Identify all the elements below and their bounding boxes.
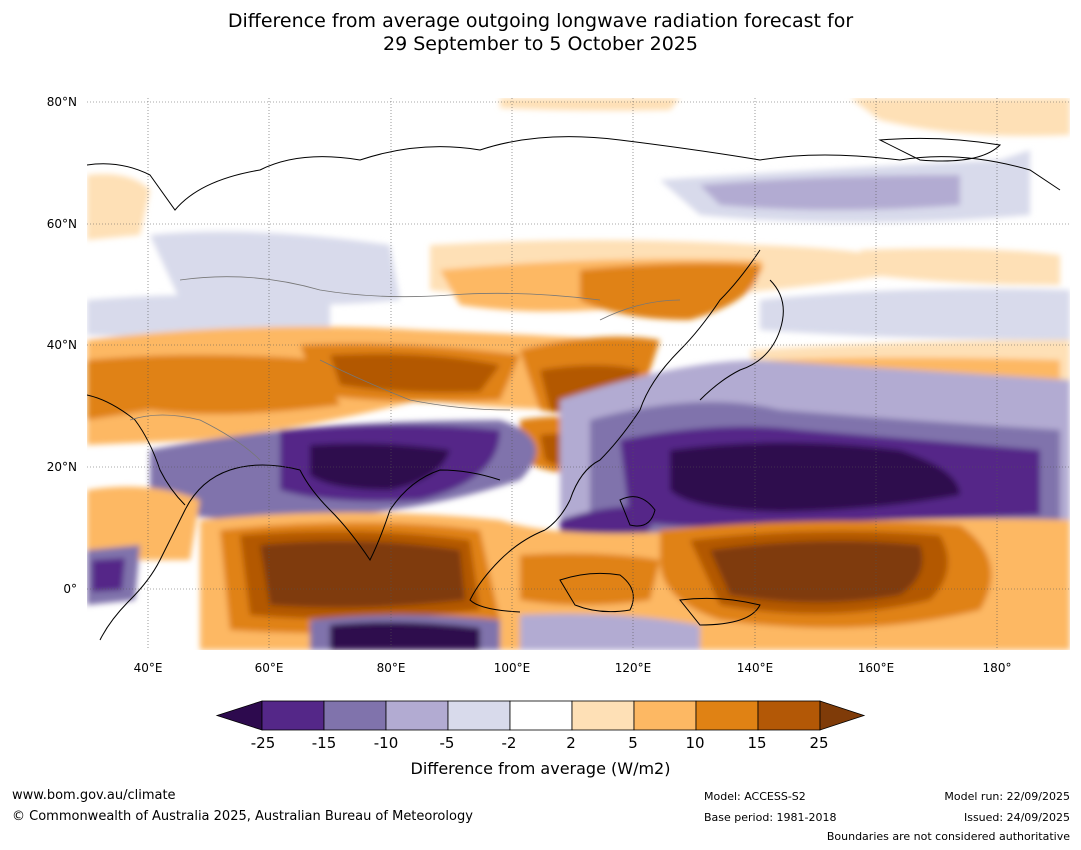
- colorbar: [215, 700, 866, 731]
- model-run-text: Model run: 22/09/2025: [944, 790, 1070, 803]
- lat-label-40n: 40°N: [46, 338, 77, 352]
- colorbar-tick: -5: [439, 734, 455, 752]
- model-text: Model: ACCESS-S2: [704, 790, 806, 803]
- lon-label-80e: 80°E: [376, 661, 406, 675]
- colorbar-tick: 25: [809, 734, 829, 752]
- colorbar-extend-min: [215, 700, 263, 731]
- issued-text: Issued: 24/09/2025: [963, 811, 1070, 824]
- colorbar-tick: -10: [373, 734, 399, 752]
- colorbar-tick: -15: [311, 734, 337, 752]
- title-line-1: Difference from average outgoing longwav…: [227, 10, 854, 32]
- lon-label-120e: 120°E: [614, 661, 652, 675]
- lat-label-0: 0°: [63, 582, 77, 596]
- lon-label-160e: 160°E: [857, 661, 895, 675]
- colorbar-swatch: [323, 700, 387, 731]
- colorbar-swatch: [695, 700, 759, 731]
- colorbar-swatch: [633, 700, 697, 731]
- colorbar-extend-max: [819, 700, 866, 731]
- olr-anomaly-field: [87, 98, 1070, 650]
- lon-label-100e: 100°E: [493, 661, 531, 675]
- colorbar-tick: -25: [250, 734, 276, 752]
- title-line-2: 29 September to 5 October 2025: [383, 33, 698, 55]
- lon-label-180: 180°: [982, 661, 1012, 675]
- colorbar-tick: -2: [501, 734, 517, 752]
- colorbar-swatch: [385, 700, 449, 731]
- lat-label-80n: 80°N: [46, 95, 77, 109]
- copyright-text: © Commonwealth of Australia 2025, Austra…: [12, 809, 473, 824]
- country-borders: [129, 276, 681, 461]
- colorbar-swatch: [571, 700, 635, 731]
- base-period-text: Base period: 1981-2018: [704, 811, 837, 824]
- colorbar-swatch: [509, 700, 573, 731]
- lat-label-20n: 20°N: [46, 460, 77, 474]
- gridlines: [87, 98, 1070, 650]
- lon-label-60e: 60°E: [254, 661, 284, 675]
- colorbar-swatch: [447, 700, 511, 731]
- colorbar-tick: 10: [685, 734, 705, 752]
- disclaimer-text: Boundaries are not considered authoritat…: [826, 830, 1070, 843]
- lat-label-60n: 60°N: [46, 217, 77, 231]
- chart-title: Difference from average outgoing longwav…: [0, 10, 1081, 56]
- colorbar-swatch: [757, 700, 821, 731]
- lon-label-140e: 140°E: [736, 661, 774, 675]
- colorbar-label: Difference from average (W/m2): [410, 759, 671, 778]
- lon-label-40e: 40°E: [133, 661, 163, 675]
- website-link[interactable]: www.bom.gov.au/climate: [12, 788, 176, 803]
- colorbar-tick: 2: [566, 734, 576, 752]
- colorbar-tick: 5: [628, 734, 638, 752]
- colorbar-tick: 15: [747, 734, 767, 752]
- colorbar-swatch: [261, 700, 325, 731]
